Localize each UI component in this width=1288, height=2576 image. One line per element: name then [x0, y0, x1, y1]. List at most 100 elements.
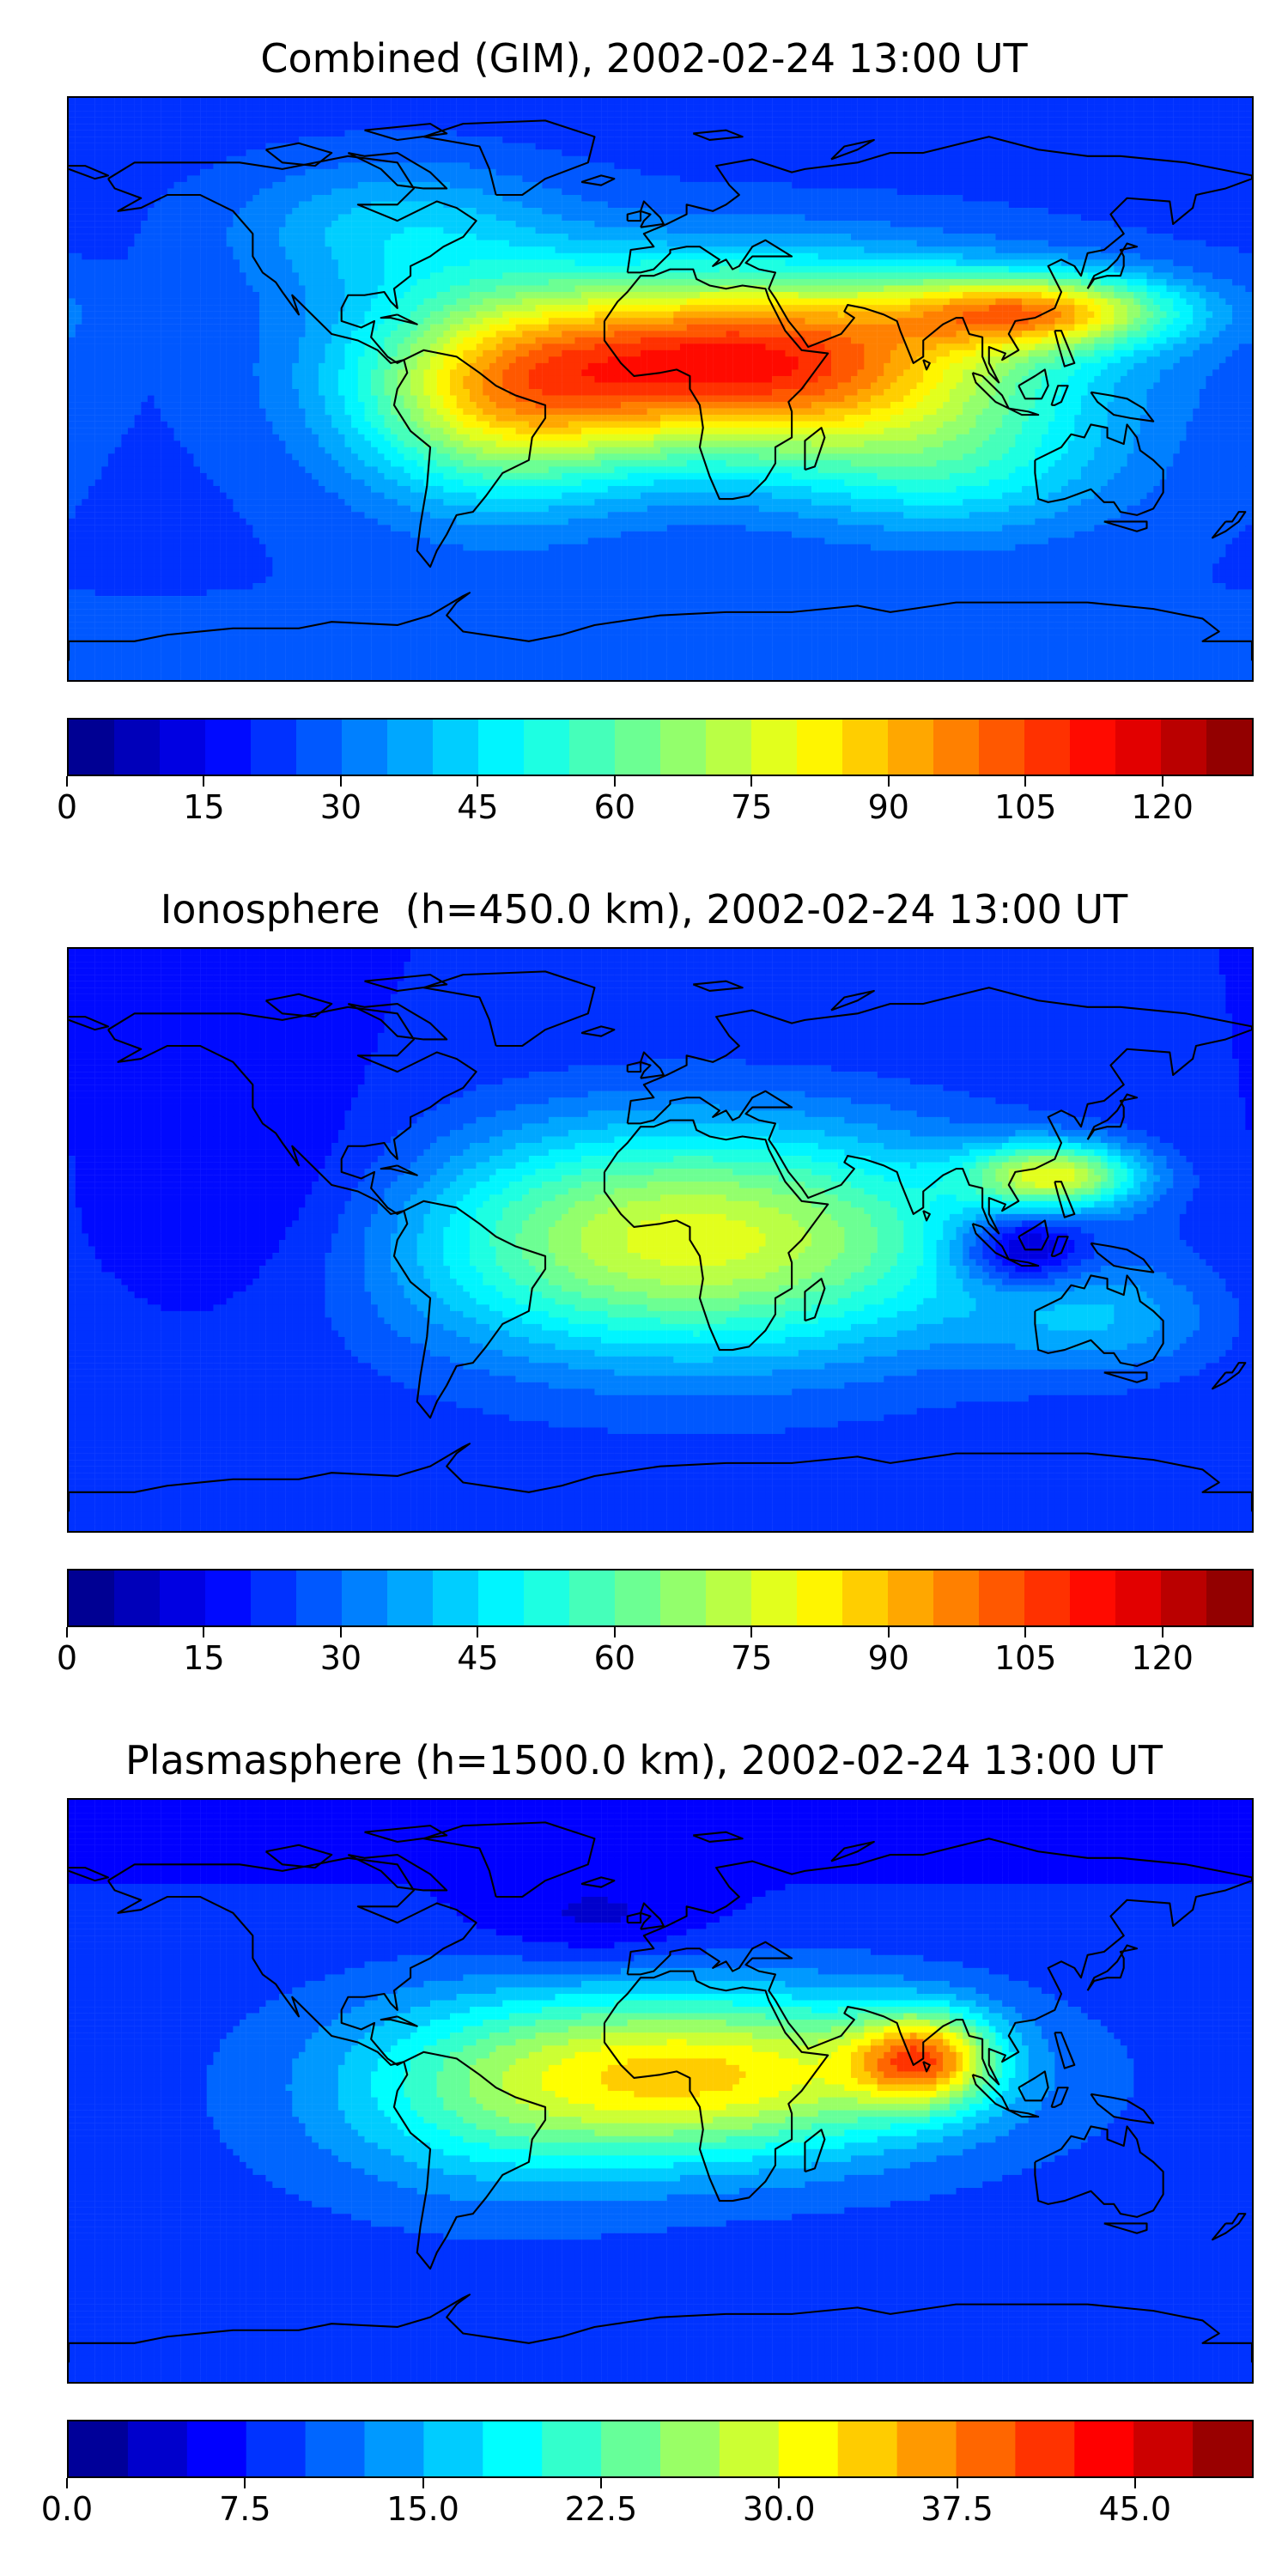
contour-cell	[713, 234, 720, 240]
contour-cell	[732, 117, 740, 125]
contour-cell	[936, 208, 944, 215]
contour-cell	[995, 246, 1003, 253]
contour-cell	[240, 214, 246, 222]
contour-cell	[404, 137, 411, 143]
contour-cell	[522, 240, 530, 247]
contour-cell	[161, 168, 168, 176]
contour-cell	[101, 130, 109, 137]
contour-cell	[285, 175, 293, 183]
contour-cell	[404, 214, 411, 222]
contour-cell	[357, 181, 365, 189]
contour-cell	[404, 162, 411, 170]
contour-cell	[923, 98, 931, 105]
contour-cell	[851, 272, 858, 280]
contour-cell	[732, 221, 740, 228]
contour-cell	[903, 234, 911, 240]
contour-cell	[548, 208, 556, 215]
contour-cell	[713, 208, 720, 215]
contour-cell	[1080, 188, 1088, 196]
contour-cell	[679, 252, 687, 260]
contour-cell	[186, 246, 194, 253]
contour-cell	[443, 181, 451, 189]
contour-cell	[180, 246, 187, 253]
contour-cell	[1218, 259, 1226, 267]
contour-cell	[292, 201, 300, 209]
contour-cell	[706, 195, 714, 202]
contour-cell	[824, 130, 832, 137]
contour-cell	[594, 175, 602, 183]
contour-cell	[456, 143, 464, 150]
contour-cell	[1166, 221, 1174, 228]
contour-cell	[1133, 117, 1141, 125]
contour-cell	[1238, 143, 1246, 150]
contour-cell	[1159, 259, 1167, 267]
contour-cell	[226, 234, 234, 240]
contour-cell	[1166, 181, 1174, 189]
contour-cell	[1139, 227, 1147, 234]
contour-cell	[601, 234, 608, 240]
contour-cell	[666, 234, 674, 240]
contour-cell	[240, 175, 246, 183]
contour-cell	[673, 259, 681, 267]
contour-cell	[535, 265, 543, 273]
contour-cell	[1035, 130, 1042, 137]
contour-cell	[404, 227, 411, 234]
contour-cell	[331, 221, 339, 228]
contour-cell	[391, 155, 398, 163]
contour-cell	[765, 181, 773, 189]
contour-cell	[1166, 104, 1174, 112]
contour-cell	[587, 168, 595, 176]
contour-cell	[614, 208, 622, 215]
contour-cell	[528, 195, 536, 202]
contour-cell	[1133, 265, 1141, 273]
contour-cell	[607, 234, 615, 240]
contour-cell	[1054, 240, 1062, 247]
contour-cell	[259, 221, 266, 228]
contour-cell	[929, 252, 937, 260]
contour-cell	[259, 195, 266, 202]
contour-cell	[581, 195, 588, 202]
contour-cell	[161, 104, 168, 112]
contour-cell	[278, 265, 286, 273]
contour-cell	[101, 155, 109, 163]
contour-cell	[864, 240, 872, 247]
contour-cell	[1074, 168, 1082, 176]
contour-cell	[1074, 195, 1082, 202]
contour-cell	[1087, 208, 1095, 215]
contour-cell	[594, 188, 602, 196]
contour-cell	[1074, 259, 1082, 267]
contour-cell	[562, 259, 569, 267]
contour-cell	[1173, 111, 1180, 118]
contour-cell	[1107, 234, 1115, 240]
contour-cell	[851, 259, 858, 267]
contour-cell	[627, 195, 635, 202]
contour-cell	[154, 111, 161, 118]
contour-cell	[884, 227, 891, 234]
contour-cell	[364, 240, 372, 247]
contour-cell	[949, 137, 957, 143]
contour-cell	[1127, 221, 1134, 228]
contour-cell	[844, 214, 852, 222]
contour-cell	[982, 195, 989, 202]
contour-cell	[758, 149, 766, 156]
contour-cell	[154, 98, 161, 105]
contour-cell	[929, 117, 937, 125]
contour-cell	[430, 117, 437, 125]
contour-cell	[1206, 201, 1213, 209]
contour-cell	[844, 162, 852, 170]
contour-cell	[1232, 214, 1239, 222]
contour-cell	[1225, 137, 1233, 143]
contour-cell	[542, 201, 550, 209]
contour-cell	[1067, 265, 1075, 273]
contour-cell	[377, 98, 385, 105]
contour-cell	[75, 104, 82, 112]
contour-cell	[75, 175, 82, 183]
contour-cell	[909, 137, 917, 143]
contour-cell	[1245, 143, 1252, 150]
contour-cell	[450, 168, 457, 176]
contour-cell	[489, 188, 496, 196]
contour-cell	[325, 104, 332, 112]
contour-cell	[726, 175, 733, 183]
contour-cell	[240, 181, 246, 189]
contour-cell	[318, 155, 325, 163]
